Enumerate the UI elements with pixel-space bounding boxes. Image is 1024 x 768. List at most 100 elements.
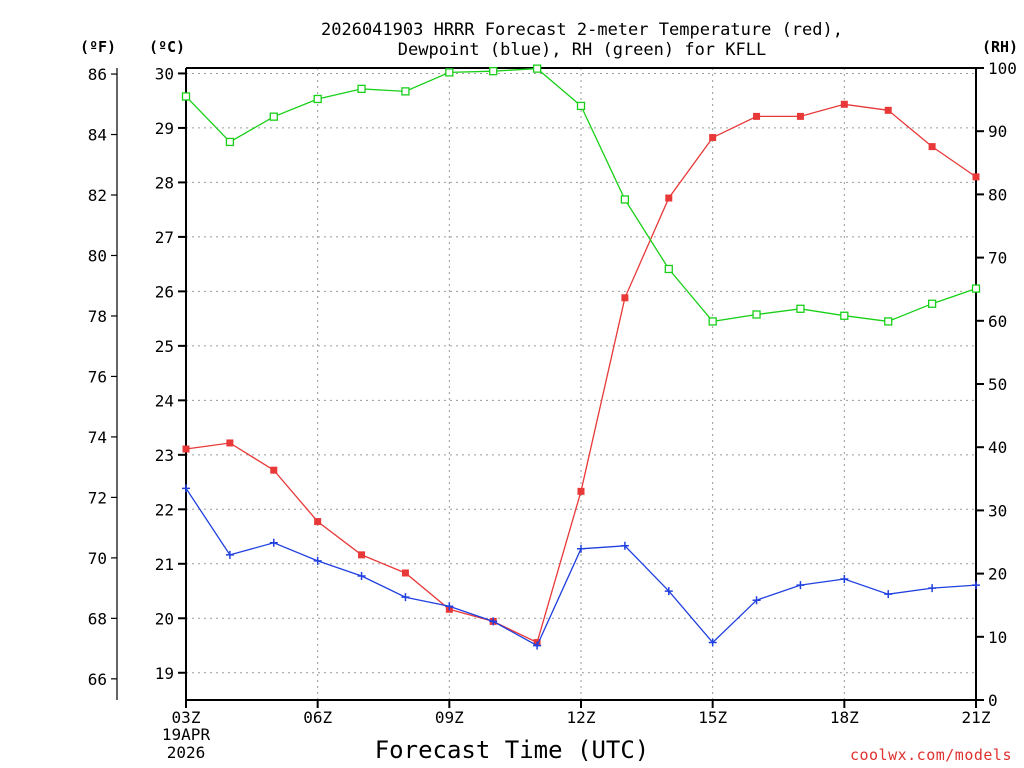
rh-point-14 <box>796 304 805 313</box>
dewpoint-point-6 <box>445 602 454 611</box>
rh-point-6 <box>445 68 454 77</box>
dewpoint-point-13 <box>752 596 761 605</box>
celsius-tick-label-9: 28 <box>155 173 174 192</box>
fahrenheit-tick-label-6: 78 <box>88 307 107 326</box>
fahrenheit-tick-label-8: 82 <box>88 186 107 205</box>
dewpoint-point-15 <box>840 575 849 584</box>
rh-point-13 <box>752 310 761 319</box>
rh-tick-label-0: 0 <box>988 691 998 710</box>
rh-tick-label-8: 80 <box>988 185 1007 204</box>
temperature-point-0 <box>182 445 190 453</box>
x-tick-label-0: 03Z <box>172 708 201 727</box>
dewpoint-point-12 <box>708 638 717 647</box>
x-tick-label-5: 18Z <box>830 708 859 727</box>
celsius-tick-label-4: 23 <box>155 446 174 465</box>
rh-point-15 <box>840 311 849 320</box>
celsius-tick-label-5: 24 <box>155 391 174 410</box>
rh-point-17 <box>927 299 937 308</box>
temperature-point-2 <box>270 466 278 474</box>
dewpoint-point-3 <box>313 556 322 565</box>
dewpoint-point-0 <box>182 484 190 493</box>
x-tick-label-1: 06Z <box>303 708 332 727</box>
rh-point-7 <box>489 67 498 76</box>
rh-point-12 <box>708 317 717 326</box>
x-tick-label-2: 09Z <box>435 708 464 727</box>
dewpoint-point-8 <box>533 641 542 650</box>
celsius-tick-label-1: 20 <box>155 609 174 628</box>
celsius-tick-label-3: 22 <box>155 500 174 519</box>
rh-point-18 <box>971 284 981 293</box>
rh-point-11 <box>664 264 673 274</box>
rh-point-4 <box>357 84 366 94</box>
temperature-point-11 <box>665 194 673 202</box>
dewpoint-point-18 <box>972 581 980 590</box>
dewpoint-point-10 <box>620 541 629 550</box>
dewpoint-point-4 <box>357 572 366 581</box>
rh-tick-label-4: 40 <box>988 438 1007 457</box>
rh-point-16 <box>884 317 893 326</box>
dewpoint-point-2 <box>269 538 278 547</box>
x-tick-label-3: 12Z <box>567 708 596 727</box>
temperature-point-3 <box>314 518 322 526</box>
dewpoint-point-11 <box>664 587 673 596</box>
temperature-point-16 <box>884 106 892 114</box>
data-series <box>181 64 981 650</box>
rh-tick-label-3: 30 <box>988 501 1007 520</box>
temperature-point-13 <box>753 112 761 120</box>
x-start-date-month: 19APR <box>162 725 211 744</box>
fahrenheit-tick-label-7: 80 <box>88 246 107 265</box>
rh-point-3 <box>313 94 322 104</box>
fahrenheit-tick-label-5: 76 <box>88 367 107 386</box>
fahrenheit-tick-label-2: 70 <box>88 549 107 568</box>
rh-point-10 <box>620 195 630 204</box>
celsius-tick-label-10: 29 <box>155 119 174 138</box>
temperature-point-10 <box>621 294 629 302</box>
x-axis-label: Forecast Time (UTC) <box>375 736 650 764</box>
x-tick-label-6: 21Z <box>962 708 991 727</box>
celsius-tick-label-8: 27 <box>155 228 174 247</box>
axes: 66 68 70 72 74 76 78 80 82 84 86 19 20 21 22 23 24 25 26 27… <box>88 59 1017 727</box>
dewpoint-point-7 <box>489 617 498 626</box>
x-tick-label-4: 15Z <box>698 708 727 727</box>
dewpoint-point-1 <box>225 550 234 559</box>
rh-tick-label-9: 90 <box>988 122 1007 141</box>
grid-lines <box>186 68 976 700</box>
dewpoint-point-9 <box>577 544 585 553</box>
temperature-point-14 <box>796 112 804 120</box>
celsius-tick-label-6: 25 <box>155 337 174 356</box>
rh-tick-label-6: 60 <box>988 312 1007 331</box>
fahrenheit-tick-label-9: 84 <box>88 126 107 145</box>
fahrenheit-tick-label-3: 72 <box>88 488 107 507</box>
rh-tick-label-7: 70 <box>988 249 1007 268</box>
rh-point-5 <box>401 87 410 96</box>
credit-text: coolwx.com/models <box>850 746 1012 764</box>
temperature-point-9 <box>577 487 585 495</box>
rh-point-2 <box>269 112 278 121</box>
temperature-point-1 <box>226 439 234 447</box>
celsius-axis-label: (ºC) <box>149 38 185 56</box>
celsius-tick-label-11: 30 <box>155 64 174 83</box>
chart-title-line1: 2026041903 HRRR Forecast 2-meter Tempera… <box>321 20 843 40</box>
temperature-point-17 <box>928 143 936 151</box>
temperature-point-15 <box>840 100 848 108</box>
rh-tick-label-10: 100 <box>988 59 1017 78</box>
fahrenheit-tick-label-10: 86 <box>88 65 107 84</box>
celsius-tick-label-2: 21 <box>155 555 174 574</box>
dewpoint-point-16 <box>884 590 893 599</box>
fahrenheit-tick-label-4: 74 <box>88 428 107 447</box>
fahrenheit-tick-label-0: 66 <box>88 670 107 689</box>
fahrenheit-axis-label: (ºF) <box>80 38 116 56</box>
rh-point-1 <box>225 137 235 147</box>
rh-tick-label-1: 10 <box>988 628 1007 647</box>
temperature-point-5 <box>401 569 409 577</box>
fahrenheit-tick-label-1: 68 <box>88 609 107 628</box>
rh-axis-label: (RH) <box>982 38 1018 56</box>
rh-point-0 <box>181 92 191 101</box>
dewpoint-point-14 <box>796 581 805 590</box>
celsius-tick-label-0: 19 <box>155 664 174 683</box>
rh-tick-label-5: 50 <box>988 375 1007 394</box>
dewpoint-point-5 <box>401 593 410 602</box>
temperature-point-4 <box>358 551 366 559</box>
rh-point-8 <box>532 64 542 73</box>
